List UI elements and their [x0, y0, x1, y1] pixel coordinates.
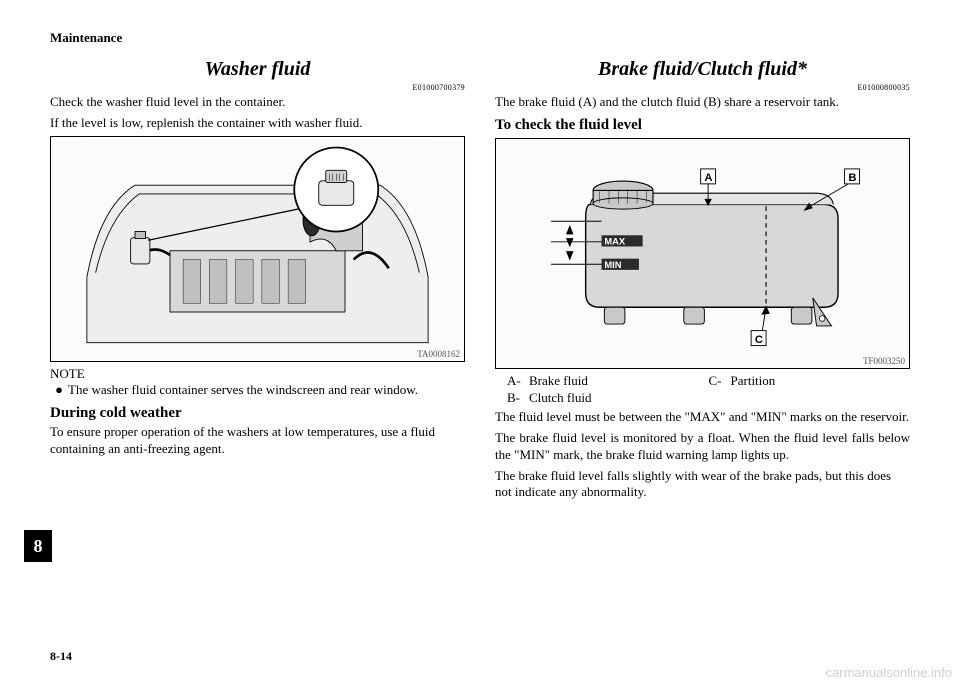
left-column: Washer fluid E01000700379 Check the wash… — [50, 54, 465, 505]
brake-p4: The brake fluid level falls slightly wit… — [495, 468, 910, 502]
legend-col-1: A- Brake fluid B- Clutch fluid — [507, 373, 709, 407]
brake-title-star: * — [797, 58, 807, 80]
max-label: MAX — [604, 237, 626, 247]
brake-p2: The fluid level must be between the "MAX… — [495, 409, 910, 426]
page-number: 8-14 — [50, 649, 72, 664]
doc-id-left: E01000700379 — [50, 83, 465, 92]
reservoir-fig-label: TF0003250 — [496, 354, 909, 368]
legend-key-a: A- — [507, 373, 529, 389]
doc-id-right: E01000800035 — [495, 83, 910, 92]
min-label: MIN — [604, 260, 621, 270]
label-c: C — [755, 334, 763, 346]
brake-fluid-title: Brake fluid/Clutch fluid* — [495, 58, 910, 81]
chapter-tab: 8 — [24, 530, 52, 562]
legend-val-c: Partition — [731, 373, 776, 389]
cold-weather-p: To ensure proper operation of the washer… — [50, 424, 465, 458]
label-b: B — [848, 172, 856, 184]
washer-fluid-title: Washer fluid — [50, 58, 465, 81]
legend-val-a: Brake fluid — [529, 373, 588, 389]
washer-engine-svg — [51, 137, 464, 347]
washer-figure: TA0008162 — [50, 136, 465, 362]
reservoir-figure: MAX MIN A — [495, 138, 910, 369]
brake-title-text: Brake fluid/Clutch fluid — [598, 58, 797, 80]
check-level-heading: To check the fluid level — [495, 117, 910, 134]
note-bullet-row: ● The washer fluid container serves the … — [50, 382, 465, 399]
brake-p3: The brake fluid level is monitored by a … — [495, 430, 910, 464]
cold-weather-heading: During cold weather — [50, 405, 465, 422]
bullet-icon: ● — [50, 382, 68, 399]
legend-key-b: B- — [507, 390, 529, 406]
right-column: Brake fluid/Clutch fluid* E01000800035 T… — [495, 54, 910, 505]
washer-fig-label: TA0008162 — [51, 347, 464, 361]
note-text: The washer fluid container serves the wi… — [68, 382, 418, 399]
two-column-layout: Washer fluid E01000700379 Check the wash… — [50, 54, 910, 505]
washer-p1: Check the washer fluid level in the cont… — [50, 94, 465, 111]
legend-val-b: Clutch fluid — [529, 390, 591, 406]
label-a: A — [704, 172, 712, 184]
legend: A- Brake fluid B- Clutch fluid C- Partit… — [507, 373, 910, 407]
legend-col-2: C- Partition — [709, 373, 911, 407]
legend-key-c: C- — [709, 373, 731, 389]
watermark: carmanualsonline.info — [826, 665, 952, 680]
brake-p1: The brake fluid (A) and the clutch fluid… — [495, 94, 910, 111]
note-label: NOTE — [50, 366, 465, 382]
washer-p2: If the level is low, replenish the conta… — [50, 115, 465, 132]
reservoir-svg: MAX MIN A — [496, 139, 909, 354]
section-header: Maintenance — [50, 30, 910, 46]
page: Maintenance Washer fluid E01000700379 Ch… — [0, 0, 960, 686]
